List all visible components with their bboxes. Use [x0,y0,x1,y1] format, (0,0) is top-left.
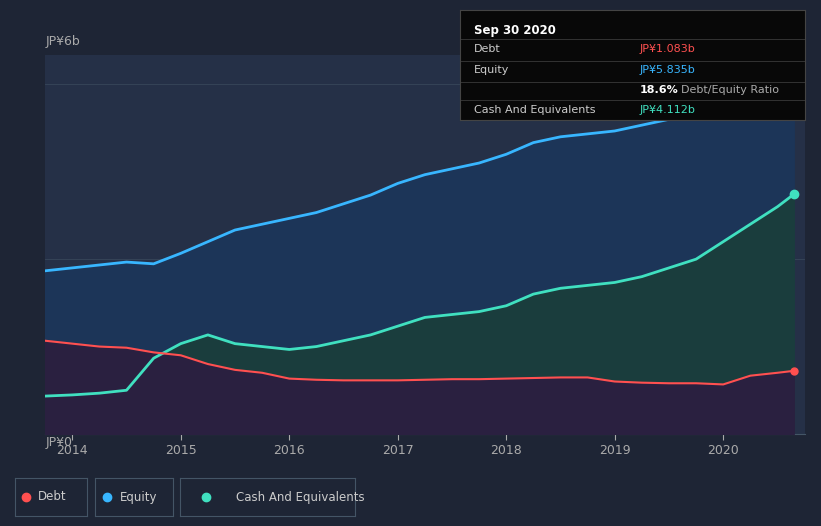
Text: Cash And Equivalents: Cash And Equivalents [474,105,595,115]
Text: Sep 30 2020: Sep 30 2020 [474,24,556,37]
Text: JP¥5.835b: JP¥5.835b [640,65,695,75]
Text: Debt: Debt [38,491,67,503]
Text: JP¥1.083b: JP¥1.083b [640,44,695,54]
Text: Debt: Debt [474,44,501,54]
Text: Cash And Equivalents: Cash And Equivalents [236,491,365,503]
Text: Debt/Equity Ratio: Debt/Equity Ratio [681,85,779,95]
Text: JP¥4.112b: JP¥4.112b [640,105,695,115]
Text: Equity: Equity [120,491,158,503]
Text: Equity: Equity [474,65,509,75]
Text: 18.6%: 18.6% [640,85,678,95]
Text: JP¥6b: JP¥6b [45,35,80,48]
Text: JP¥0: JP¥0 [45,436,72,449]
